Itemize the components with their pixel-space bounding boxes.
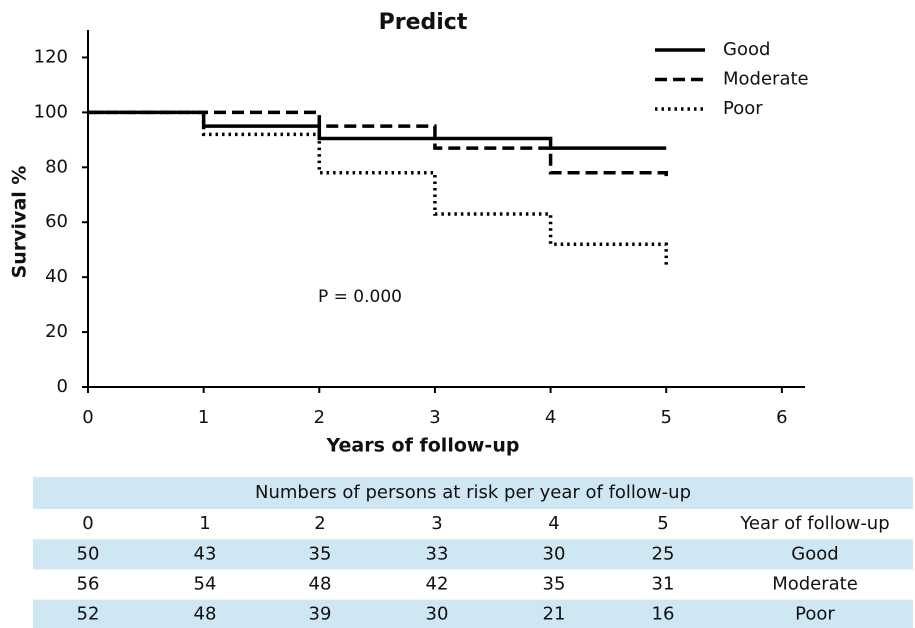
table-cell: 48 <box>194 604 217 625</box>
table-cell: 30 <box>543 543 566 564</box>
legend-label: Good <box>723 39 770 60</box>
y-tick-label: 120 <box>34 46 68 67</box>
survival-line <box>88 110 668 182</box>
table-cell: 0 <box>82 513 93 534</box>
table-header-bg <box>33 477 913 509</box>
x-tick-label: 1 <box>198 407 209 428</box>
table-cell: Moderate <box>772 574 858 595</box>
table-row-bg <box>33 539 913 570</box>
table-cell: Year of follow-up <box>739 513 889 534</box>
table-cell: 16 <box>652 604 675 625</box>
y-tick-label: 60 <box>45 211 68 232</box>
table-cell: 2 <box>314 513 325 534</box>
table-cell: 35 <box>543 574 566 595</box>
survival-line <box>88 110 667 150</box>
table-cell: 1 <box>199 513 210 534</box>
survival-line <box>88 110 668 267</box>
table-cell: 35 <box>309 543 332 564</box>
y-axis-label: Survival % <box>9 166 31 279</box>
x-tick-label: 6 <box>776 407 787 428</box>
table-cell: 30 <box>426 604 449 625</box>
x-tick-label: 0 <box>82 407 93 428</box>
annotation: P = 0.000 <box>318 287 402 307</box>
table-cell: 4 <box>548 513 559 534</box>
table-cell: 3 <box>431 513 442 534</box>
table-cell: 48 <box>309 574 332 595</box>
table-cell: Poor <box>795 604 835 625</box>
table-cell: 31 <box>652 574 675 595</box>
x-tick-label: 5 <box>660 407 671 428</box>
y-tick-label: 20 <box>45 321 68 342</box>
y-tick-label: 0 <box>57 376 68 397</box>
table-row-bg <box>33 599 913 628</box>
table-cell: 43 <box>194 543 217 564</box>
table-cell: 21 <box>543 604 566 625</box>
y-tick-label: 80 <box>45 156 68 177</box>
table-cell: 25 <box>652 543 675 564</box>
y-tick-label: 100 <box>34 101 68 122</box>
table-title: Numbers of persons at risk per year of f… <box>255 482 691 503</box>
x-tick-label: 3 <box>429 407 440 428</box>
legend-label: Poor <box>723 98 763 119</box>
table-cell: 50 <box>77 543 100 564</box>
table-cell: 5 <box>657 513 668 534</box>
legend-label: Moderate <box>723 69 809 90</box>
chart-title: Predict <box>379 10 468 35</box>
table-cell: 33 <box>426 543 449 564</box>
x-axis-label: Years of follow-up <box>326 435 520 457</box>
y-tick-label: 40 <box>45 266 68 287</box>
table-cell: Good <box>791 543 838 564</box>
table-cell: 56 <box>77 574 100 595</box>
x-tick-label: 2 <box>314 407 325 428</box>
table-cell: 52 <box>77 604 100 625</box>
table-cell: 54 <box>194 574 217 595</box>
table-cell: 42 <box>426 574 449 595</box>
table-cell: 39 <box>309 604 332 625</box>
x-tick-label: 4 <box>545 407 556 428</box>
